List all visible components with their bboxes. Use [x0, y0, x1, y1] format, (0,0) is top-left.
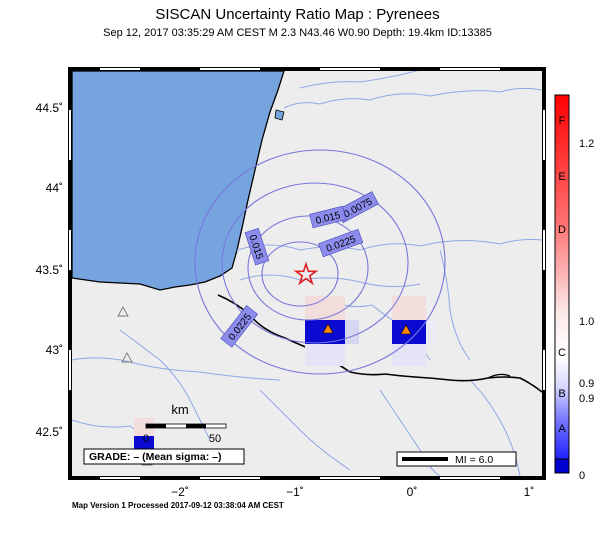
grade-box	[83, 448, 245, 465]
y-axis-labels: 44.5˚ 44˚ 43.5˚ 43˚ 42.5˚	[36, 101, 63, 439]
y-tick-label: 43˚	[46, 343, 63, 357]
colorbar-letter: C	[558, 347, 566, 359]
lagoon	[274, 109, 285, 121]
x-tick-label: −2˚	[171, 485, 189, 499]
colorbar-value: 1.2	[579, 138, 594, 150]
triangle-icon	[117, 306, 129, 317]
y-tick-label: 44˚	[46, 181, 63, 195]
colorbar-letter: E	[558, 171, 565, 183]
colorbar-letter: A	[558, 423, 566, 435]
star-icon	[293, 261, 319, 286]
x-axis-labels: −2˚ −1˚ 0˚ 1˚	[171, 485, 534, 499]
footer-processed: Map Version 1 Processed 2017-09-12 03:38…	[72, 501, 284, 510]
mi-line	[402, 457, 448, 461]
triangle-icon	[400, 324, 412, 335]
x-tick-label: 0˚	[407, 485, 418, 499]
border-france-spain	[217, 294, 542, 393]
scale-unit: km	[171, 402, 188, 417]
y-tick-label: 42.5˚	[36, 425, 63, 439]
scale-start: 0	[143, 433, 149, 445]
mi-box	[396, 451, 517, 467]
frame-ticks	[69, 68, 545, 479]
colorbar-bottom-swatch	[554, 458, 570, 474]
border-andorra	[487, 373, 511, 379]
sea-bay-of-biscay	[72, 71, 285, 291]
colorbar-value: 0.9	[579, 393, 594, 405]
y-tick-label: 43.5˚	[36, 263, 63, 277]
scale-bar: km 0 50	[143, 402, 227, 445]
colorbar-value: 1.0	[579, 316, 594, 328]
colorbar-value: 0.9	[579, 378, 594, 390]
map-title: SISCAN Uncertainty Ratio Map : Pyrenees	[155, 6, 440, 23]
uncertainty-contours	[194, 149, 446, 375]
triangle-icon	[121, 352, 133, 363]
grade-text: GRADE: – (Mean sigma: –)	[89, 451, 221, 463]
colorbar-value: 0	[579, 470, 585, 482]
mi-text: MI = 6.0	[455, 454, 493, 466]
x-tick-label: 1˚	[524, 485, 535, 499]
colorbar: F E D C B A 1.2 1.0 0.9 0.9 0	[554, 94, 594, 482]
colorbar-letter: D	[558, 224, 566, 236]
event-info: Sep 12, 2017 03:35:29 AM CEST M 2.3 N43.…	[103, 27, 492, 39]
x-tick-label: −1˚	[286, 485, 304, 499]
colorbar-letter: B	[558, 388, 565, 400]
colorbar-letter: F	[559, 115, 566, 127]
triangle-icon	[322, 323, 334, 334]
rivers	[72, 71, 542, 476]
map-area: 0.0075 0.015 0.0225 0.015 0.0225	[69, 68, 545, 479]
colorbar-gradient	[554, 94, 570, 460]
scale-end: 50	[209, 433, 221, 445]
y-tick-label: 44.5˚	[36, 101, 63, 115]
